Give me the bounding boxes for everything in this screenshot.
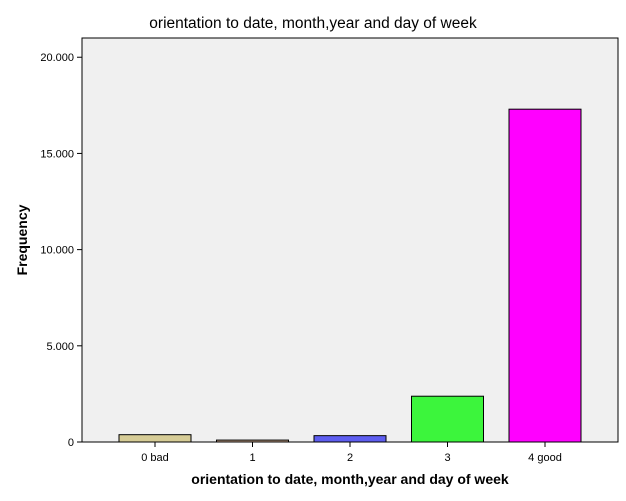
y-axis-title: Frequency xyxy=(14,204,30,275)
bar-0 xyxy=(118,434,192,443)
x-tick-label: 4 good xyxy=(528,452,562,464)
bar-3 xyxy=(411,395,484,443)
y-tick-label: 5.000 xyxy=(46,341,74,353)
x-tick-label: 3 xyxy=(444,452,450,464)
bars xyxy=(118,108,582,443)
x-tick-label: 1 xyxy=(249,452,255,464)
y-tick-label: 15.000 xyxy=(40,148,74,160)
x-axis: 0 bad 1 2 3 4 good xyxy=(141,442,562,464)
y-tick-label: 0 xyxy=(68,437,74,449)
bar-2 xyxy=(313,435,387,443)
x-tick-label: 0 bad xyxy=(141,452,169,464)
bar-4 xyxy=(508,108,582,443)
y-tick-label: 10.000 xyxy=(40,245,74,257)
y-axis: 0 5.000 10.000 15.000 20.000 xyxy=(40,52,82,449)
bar-1 xyxy=(216,439,289,443)
x-tick-label: 2 xyxy=(347,452,353,464)
y-tick-label: 20.000 xyxy=(40,52,74,64)
x-axis-title: orientation to date, month,year and day … xyxy=(191,471,509,487)
chart-title: orientation to date, month,year and day … xyxy=(149,15,477,32)
